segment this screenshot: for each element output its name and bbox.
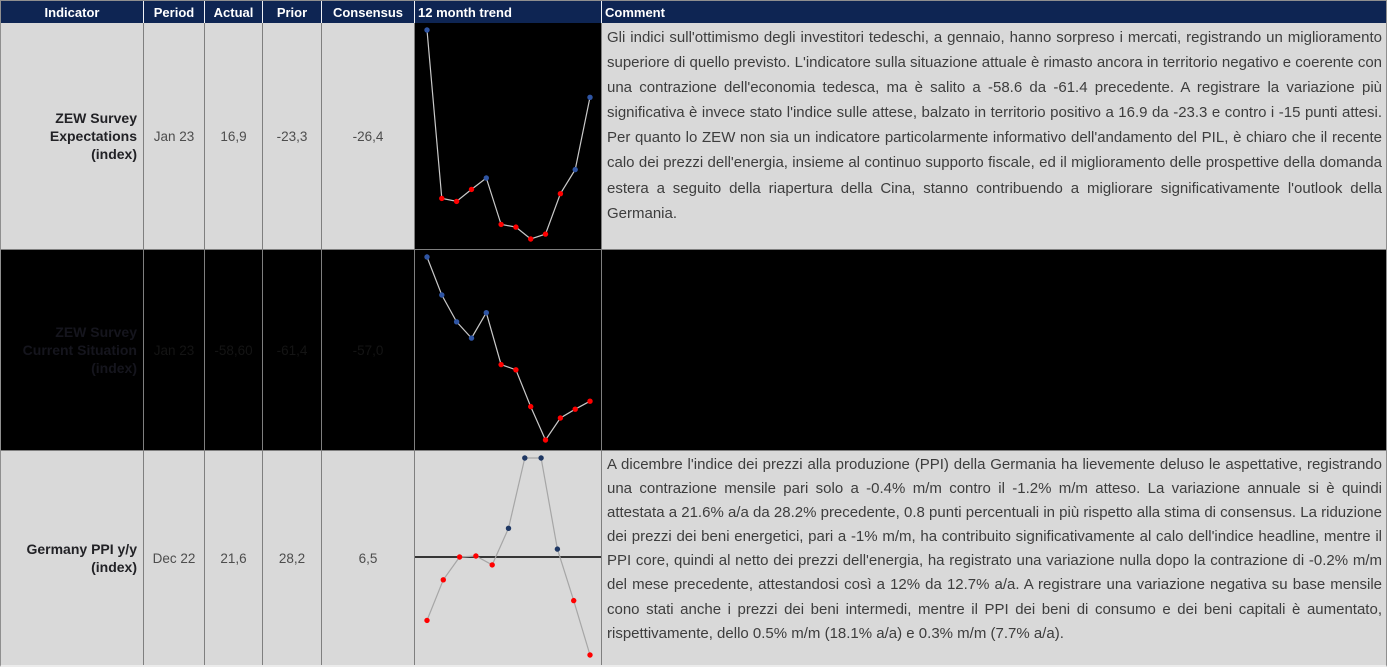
- actual-cell: 21,6: [205, 451, 263, 665]
- indicator-cell: Germany PPI y/y (index): [1, 451, 144, 665]
- prior-cell: -61,4: [263, 250, 322, 451]
- consensus-cell: -26,4: [322, 23, 415, 250]
- trend-sparkline-chart: [415, 451, 602, 665]
- period-cell: Dec 22: [144, 451, 205, 665]
- prior-cell: -23,3: [263, 23, 322, 250]
- comment-cell: [602, 250, 1386, 451]
- period-cell: Jan 23: [144, 23, 205, 250]
- table-row: ZEW Survey Current Situation (index) Jan…: [1, 250, 1386, 451]
- column-header-comment: Comment: [605, 4, 665, 20]
- indicator-cell: ZEW Survey Current Situation (index): [1, 250, 144, 451]
- consensus-cell: -57,0: [322, 250, 415, 451]
- table-row: ZEW Survey Expectations (index) Jan 23 1…: [1, 23, 1386, 250]
- actual-cell: -58,60: [205, 250, 263, 451]
- column-header-prior: Prior: [263, 1, 322, 23]
- column-header-indicator: Indicator: [1, 1, 144, 23]
- prior-cell: 28,2: [263, 451, 322, 665]
- table-row: Germany PPI y/y (index) Dec 22 21,6 28,2…: [1, 451, 1386, 665]
- column-header-actual: Actual: [205, 1, 263, 23]
- actual-cell: 16,9: [205, 23, 263, 250]
- column-header-consensus: Consensus: [322, 1, 415, 23]
- trend-sparkline-chart: [415, 250, 602, 451]
- table-header-row: Indicator Period Actual Prior Consensus …: [1, 1, 1386, 23]
- comment-cell: A dicembre l'indice dei prezzi alla prod…: [602, 451, 1386, 665]
- indicator-cell: ZEW Survey Expectations (index): [1, 23, 144, 250]
- comment-cell: Gli indici sull'ottimismo degli investit…: [602, 23, 1386, 250]
- consensus-cell: 6,5: [322, 451, 415, 665]
- trend-sparkline-chart: [415, 23, 602, 250]
- period-cell: Jan 23: [144, 250, 205, 451]
- column-header-period: Period: [144, 1, 205, 23]
- column-header-trend: 12 month trend: [415, 1, 602, 23]
